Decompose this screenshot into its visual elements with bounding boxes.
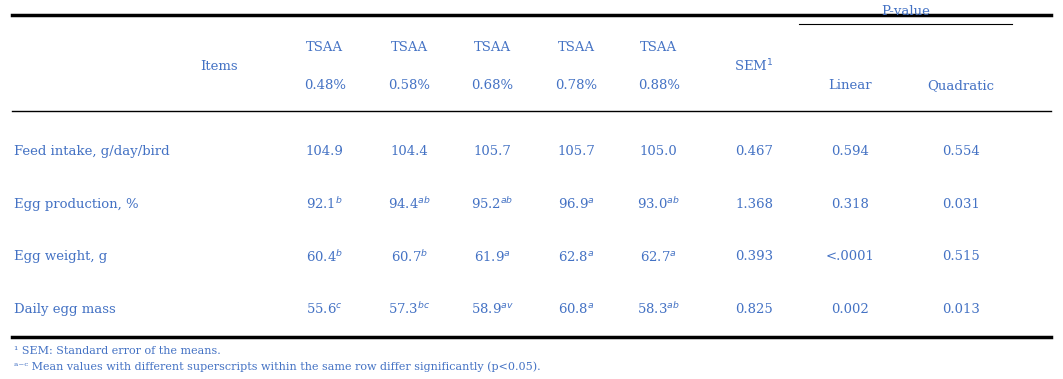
Text: 0.002: 0.002	[830, 303, 868, 316]
Text: 58.3$^{ab}$: 58.3$^{ab}$	[638, 301, 680, 317]
Text: 0.78%: 0.78%	[555, 79, 597, 92]
Text: 0.825: 0.825	[736, 303, 773, 316]
Text: ᵃ⁻ᶜ Mean values with different superscripts within the same row differ significa: ᵃ⁻ᶜ Mean values with different superscri…	[14, 362, 541, 373]
Text: P-value: P-value	[881, 5, 930, 18]
Text: TSAA: TSAA	[474, 41, 511, 54]
Text: Quadratic: Quadratic	[927, 79, 994, 92]
Text: 0.515: 0.515	[942, 250, 980, 263]
Text: 0.393: 0.393	[736, 250, 773, 263]
Text: 1.368: 1.368	[736, 197, 773, 211]
Text: TSAA: TSAA	[306, 41, 343, 54]
Text: Daily egg mass: Daily egg mass	[14, 303, 116, 316]
Text: 0.68%: 0.68%	[471, 79, 513, 92]
Text: 94.4$^{ab}$: 94.4$^{ab}$	[388, 196, 431, 212]
Text: 105.7: 105.7	[473, 145, 511, 158]
Text: 0.554: 0.554	[942, 145, 980, 158]
Text: 57.3$^{bc}$: 57.3$^{bc}$	[388, 301, 431, 317]
Text: Linear: Linear	[828, 79, 872, 92]
Text: ¹ SEM: Standard error of the means.: ¹ SEM: Standard error of the means.	[14, 346, 221, 356]
Text: 105.0: 105.0	[640, 145, 677, 158]
Text: 95.2$^{ab}$: 95.2$^{ab}$	[471, 196, 513, 212]
Text: 92.1$^{b}$: 92.1$^{b}$	[306, 196, 343, 212]
Text: Egg production, %: Egg production, %	[14, 197, 139, 211]
Text: 0.48%: 0.48%	[304, 79, 345, 92]
Text: 0.013: 0.013	[942, 303, 980, 316]
Text: 62.8$^{a}$: 62.8$^{a}$	[558, 250, 594, 264]
Text: 60.4$^{b}$: 60.4$^{b}$	[306, 249, 343, 265]
Text: 0.467: 0.467	[736, 145, 773, 158]
Text: TSAA: TSAA	[391, 41, 428, 54]
Text: 93.0$^{ab}$: 93.0$^{ab}$	[638, 196, 680, 212]
Text: 0.594: 0.594	[830, 145, 868, 158]
Text: 60.7$^{b}$: 60.7$^{b}$	[391, 249, 428, 265]
Text: 0.318: 0.318	[830, 197, 868, 211]
Text: <.0001: <.0001	[825, 250, 874, 263]
Text: 60.8$^{a}$: 60.8$^{a}$	[558, 302, 594, 316]
Text: 104.4: 104.4	[391, 145, 428, 158]
Text: 104.9: 104.9	[306, 145, 343, 158]
Text: 105.7: 105.7	[557, 145, 595, 158]
Text: 55.6$^{c}$: 55.6$^{c}$	[306, 302, 343, 316]
Text: 58.9$^{av}$: 58.9$^{av}$	[471, 302, 513, 316]
Text: Egg weight, g: Egg weight, g	[14, 250, 107, 263]
Text: 96.9$^{a}$: 96.9$^{a}$	[558, 197, 594, 211]
Text: Items: Items	[200, 60, 237, 73]
Text: 0.031: 0.031	[942, 197, 980, 211]
Text: Feed intake, g/day/bird: Feed intake, g/day/bird	[14, 145, 170, 158]
Text: 62.7$^{a}$: 62.7$^{a}$	[640, 250, 677, 264]
Text: 61.9$^{a}$: 61.9$^{a}$	[474, 250, 510, 264]
Text: SEM$^1$: SEM$^1$	[735, 58, 774, 75]
Text: 0.88%: 0.88%	[638, 79, 679, 92]
Text: TSAA: TSAA	[557, 41, 594, 54]
Text: 0.58%: 0.58%	[389, 79, 431, 92]
Text: TSAA: TSAA	[640, 41, 677, 54]
